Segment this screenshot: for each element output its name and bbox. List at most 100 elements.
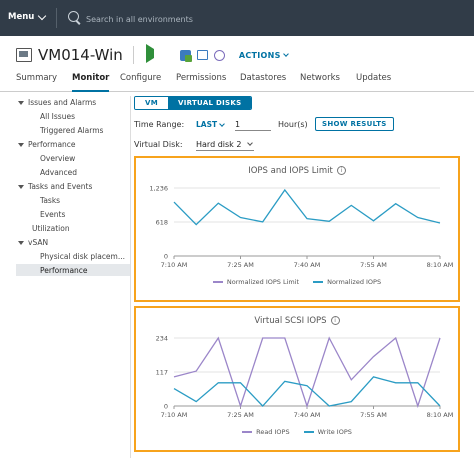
actions-label: ACTIONS: [238, 50, 281, 60]
sidebar-item-all-issues[interactable]: All Issues: [40, 112, 75, 121]
divider: [130, 96, 131, 458]
migrate-icon[interactable]: [213, 49, 225, 61]
sidebar-item-label: Performance: [28, 140, 76, 149]
chart-title-row: IOPS and IOPS Limit i: [136, 166, 458, 176]
time-range-dropdown[interactable]: LAST: [196, 120, 225, 129]
virtual-scsi-iops-chart-panel: Virtual SCSI IOPS i 0 117 234 7:10 AM 7:25 AM…: [134, 306, 460, 452]
virtual-disk-dropdown[interactable]: Hard disk 2: [196, 138, 254, 151]
chevron-down-icon: [247, 140, 253, 146]
x-tick-label: 7:10 AM: [161, 261, 188, 269]
chart-title: IOPS and IOPS Limit: [248, 166, 333, 176]
chevron-down-icon: [38, 11, 47, 20]
chevron-down-icon: [219, 120, 225, 127]
hours-unit-label: Hour(s): [278, 120, 308, 129]
tab-updates[interactable]: Updates: [356, 73, 392, 83]
legend-label: Write IOPS: [317, 428, 352, 436]
actions-menu[interactable]: ACTIONS: [238, 50, 289, 60]
legend-item[interactable]: Write IOPS: [303, 428, 352, 436]
tab-datastores[interactable]: Datastores: [240, 73, 287, 83]
info-icon[interactable]: i: [336, 166, 346, 175]
toggle-virtual-disks-button[interactable]: VIRTUAL DISKS: [167, 97, 252, 109]
x-tick-label: 8:10 AM: [427, 411, 454, 419]
y-tick-label: 618: [156, 219, 168, 227]
virtual-machine-icon: [16, 48, 32, 62]
legend-label: Read IOPS: [256, 428, 290, 436]
power-on-button[interactable]: [144, 44, 156, 63]
chart-title-row: Virtual SCSI IOPS i: [136, 316, 458, 326]
caret-down-icon: [18, 184, 24, 189]
x-tick-label: 7:55 AM: [360, 261, 387, 269]
virtual-scsi-iops-chart: 0 117 234 7:10 AM 7:25 AM 7:40 AM 7:55 AM 8:10 …: [156, 335, 454, 420]
tab-configure[interactable]: Configure: [120, 73, 162, 83]
hours-input[interactable]: [235, 118, 271, 131]
y-tick-label: 0: [164, 403, 168, 411]
legend-swatch: [313, 281, 324, 283]
sidebar-item-issues-and-alarms[interactable]: Issues and Alarms: [18, 98, 96, 107]
sidebar-item-label: Issues and Alarms: [28, 98, 97, 107]
tab-permissions[interactable]: Permissions: [176, 73, 227, 83]
sidebar-item-advanced[interactable]: Advanced: [40, 168, 77, 177]
caret-down-icon: [18, 240, 24, 245]
y-tick-label: 234: [156, 335, 168, 343]
sidebar-item-vsan-performance[interactable]: Performance: [16, 264, 130, 276]
sidebar-item-label: Physical disk placem...: [40, 252, 126, 261]
launch-console-icon[interactable]: [179, 49, 192, 62]
sidebar-item-triggered-alarms[interactable]: Triggered Alarms: [40, 126, 103, 135]
info-icon[interactable]: i: [330, 316, 340, 325]
sidebar-item-tasks-and-events[interactable]: Tasks and Events: [18, 182, 92, 191]
show-results-button[interactable]: SHOW RESULTS: [315, 117, 394, 131]
sidebar-item-overview[interactable]: Overview: [40, 154, 75, 163]
menu-label: Menu: [8, 12, 35, 22]
legend-item[interactable]: Normalized IOPS Limit: [212, 278, 300, 286]
sidebar-item-label: Utilization: [32, 224, 70, 233]
sidebar-item-label: Overview: [40, 154, 76, 163]
legend-item[interactable]: Read IOPS: [242, 428, 290, 436]
y-tick-label: 1,236: [149, 185, 168, 193]
tab-summary[interactable]: Summary: [16, 73, 58, 83]
virtual-disk-value: Hard disk 2: [196, 139, 242, 149]
tab-bar: Summary Monitor Configure Permissions Da…: [0, 70, 474, 92]
iops-chart-panel: IOPS and IOPS Limit i 0 618 1,236 7:10 AM 7:2…: [134, 156, 460, 302]
legend-swatch: [212, 281, 223, 283]
power-off-button[interactable]: [162, 49, 174, 61]
sidebar-item-label: Performance: [40, 265, 88, 275]
legend-item[interactable]: Normalized IOPS: [313, 278, 381, 286]
play-icon: [145, 44, 154, 63]
legend-swatch: [303, 431, 314, 433]
sidebar-item-label: Tasks and Events: [28, 182, 93, 191]
series-line: [173, 188, 441, 226]
sidebar-item-vsan[interactable]: vSAN: [18, 238, 48, 247]
top-navigation-bar: Menu: [0, 0, 474, 36]
sidebar-item-performance[interactable]: Performance: [18, 140, 76, 149]
search-input[interactable]: [86, 12, 286, 26]
sidebar-item-label: Triggered Alarms: [40, 126, 104, 135]
sidebar-item-physical-disk-placement[interactable]: Physical disk placem...: [40, 252, 125, 261]
sidebar-item-label: Advanced: [40, 168, 78, 177]
sidebar-item-label: Tasks: [40, 196, 61, 205]
sidebar-item-utilization[interactable]: Utilization: [32, 224, 70, 233]
remote-console-icon[interactable]: [196, 50, 208, 60]
time-range-label: Time Range:: [134, 120, 185, 129]
sidebar-item-label: Events: [40, 210, 66, 219]
x-tick-label: 7:25 AM: [227, 411, 254, 419]
view-toggle: VM VIRTUAL DISKS: [134, 96, 253, 110]
chart-legend: Normalized IOPS Limit Normalized IOPS: [136, 278, 458, 286]
menu-button[interactable]: Menu: [8, 11, 47, 22]
sidebar-item-events[interactable]: Events: [40, 210, 65, 219]
x-tick-label: 8:10 AM: [427, 261, 454, 269]
x-tick-label: 7:40 AM: [294, 411, 321, 419]
chart-legend: Read IOPS Write IOPS: [136, 428, 458, 436]
tab-monitor[interactable]: Monitor: [72, 73, 110, 92]
iops-chart: 0 618 1,236 7:10 AM 7:25 AM 7:40 AM 7:55 AM 8:1…: [149, 185, 454, 270]
time-range-value: LAST: [196, 120, 218, 129]
virtual-disk-label: Virtual Disk:: [134, 140, 183, 149]
legend-label: Normalized IOPS Limit: [226, 278, 300, 286]
sidebar-item-tasks[interactable]: Tasks: [40, 196, 60, 205]
legend-swatch: [242, 431, 253, 433]
toggle-vm-button[interactable]: VM: [135, 97, 168, 109]
x-tick-label: 7:40 AM: [294, 261, 321, 269]
legend-label: Normalized IOPS: [327, 278, 382, 286]
tab-networks[interactable]: Networks: [300, 73, 340, 83]
y-tick-label: 117: [156, 369, 168, 377]
chevron-down-icon: [282, 51, 289, 57]
